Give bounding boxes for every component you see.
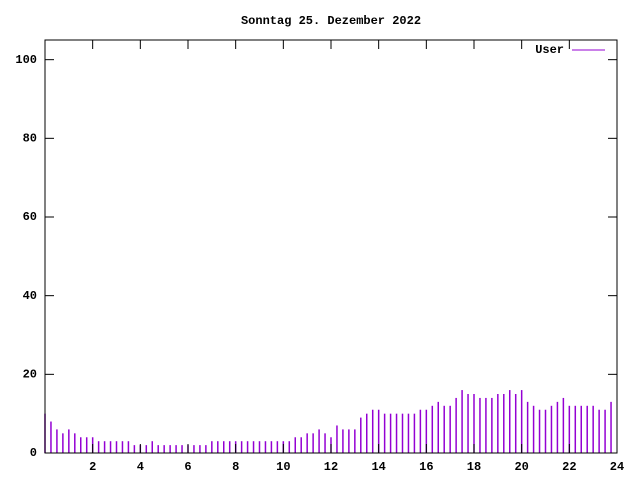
- y-tick-label: 40: [23, 289, 37, 303]
- x-tick-label: 2: [89, 460, 96, 474]
- y-tick-label: 100: [15, 53, 37, 67]
- plot-border: [44, 39, 618, 454]
- x-tick-label: 22: [562, 460, 576, 474]
- x-tick-label: 6: [184, 460, 191, 474]
- x-tick-label: 18: [467, 460, 481, 474]
- x-tick-label: 4: [137, 460, 144, 474]
- y-tick-label: 0: [30, 446, 37, 460]
- x-tick-label: 16: [419, 460, 433, 474]
- legend-label: User: [535, 43, 564, 57]
- y-tick-label: 80: [23, 132, 37, 146]
- x-tick-label: 8: [232, 460, 239, 474]
- x-tick-label: 24: [610, 460, 624, 474]
- x-tick-label: 10: [276, 460, 290, 474]
- x-tick-label: 14: [371, 460, 385, 474]
- x-tick-label: 12: [324, 460, 338, 474]
- y-tick-label: 20: [23, 368, 37, 382]
- x-tick-label: 20: [514, 460, 528, 474]
- y-tick-label: 60: [23, 210, 37, 224]
- chart-title: Sonntag 25. Dezember 2022: [241, 14, 421, 28]
